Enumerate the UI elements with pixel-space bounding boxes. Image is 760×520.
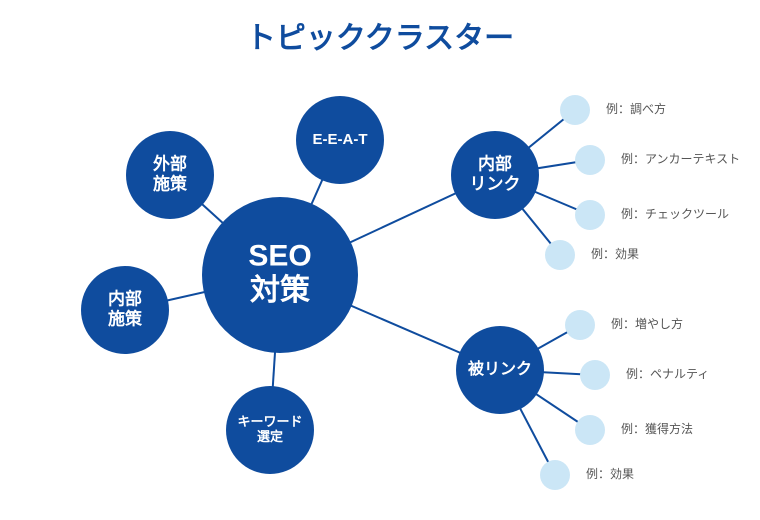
- leaf-label-inlink-2: 例：アンカーテキスト: [621, 152, 740, 166]
- leaf-label-backlink-2: 例：ペナルティ: [626, 367, 709, 381]
- leaf-label-inlink-3: 例：チェックツール: [621, 207, 729, 221]
- svg-text:被リンク: 被リンク: [468, 359, 532, 378]
- primary-node-keyword: キーワード選定: [226, 386, 314, 474]
- svg-text:対策: 対策: [250, 273, 310, 307]
- svg-text:選定: 選定: [257, 429, 283, 444]
- leaf-node-inlink-4: [545, 240, 575, 270]
- leaf-node-backlink-2: [580, 360, 610, 390]
- primary-node-eeat: E-E-A-T: [296, 96, 384, 184]
- leaf-layer: 例：調べ方例：アンカーテキスト例：チェックツール例：効果例：増やし方例：ペナルテ…: [540, 95, 748, 490]
- svg-text:キーワード: キーワード: [237, 414, 302, 429]
- primary-node-label-backlink: 被リンク: [468, 359, 532, 378]
- svg-text:E-E-A-T: E-E-A-T: [313, 131, 368, 148]
- primary-node-label-external: 外部施策: [153, 154, 188, 194]
- primary-node-label-internal: 内部施策: [108, 289, 143, 329]
- root-node-label: SEO対策: [248, 240, 311, 308]
- primary-node-external: 外部施策: [126, 131, 214, 219]
- primary-node-inlink: 内部リンク: [451, 131, 539, 219]
- root-layer: SEO対策: [202, 197, 358, 353]
- svg-text:内部: 内部: [478, 154, 512, 174]
- leaf-node-inlink-2: [575, 145, 605, 175]
- leaf-label-backlink-1: 例：増やし方: [611, 316, 683, 331]
- leaf-node-inlink-1: [560, 95, 590, 125]
- page-title: トピッククラスター: [246, 22, 514, 55]
- leaf-label-backlink-4: 例：効果: [586, 466, 634, 481]
- svg-text:施策: 施策: [153, 173, 188, 193]
- leaf-node-backlink-4: [540, 460, 570, 490]
- svg-text:施策: 施策: [108, 308, 143, 328]
- leaf-node-backlink-3: [575, 415, 605, 445]
- root-node: SEO対策: [202, 197, 358, 353]
- primary-node-backlink: 被リンク: [456, 326, 544, 414]
- primary-node-label-eeat: E-E-A-T: [313, 131, 368, 148]
- leaf-label-inlink-1: 例：調べ方: [606, 101, 666, 116]
- svg-text:外部: 外部: [153, 154, 187, 174]
- leaf-label-backlink-3: 例：獲得方法: [621, 421, 693, 436]
- leaf-label-inlink-4: 例：効果: [591, 246, 639, 261]
- svg-text:リンク: リンク: [470, 174, 521, 193]
- svg-text:内部: 内部: [108, 289, 142, 309]
- svg-text:SEO: SEO: [248, 240, 311, 273]
- title-layer: トピッククラスター: [246, 22, 514, 55]
- leaf-node-backlink-1: [565, 310, 595, 340]
- primary-node-internal: 内部施策: [81, 266, 169, 354]
- leaf-node-inlink-3: [575, 200, 605, 230]
